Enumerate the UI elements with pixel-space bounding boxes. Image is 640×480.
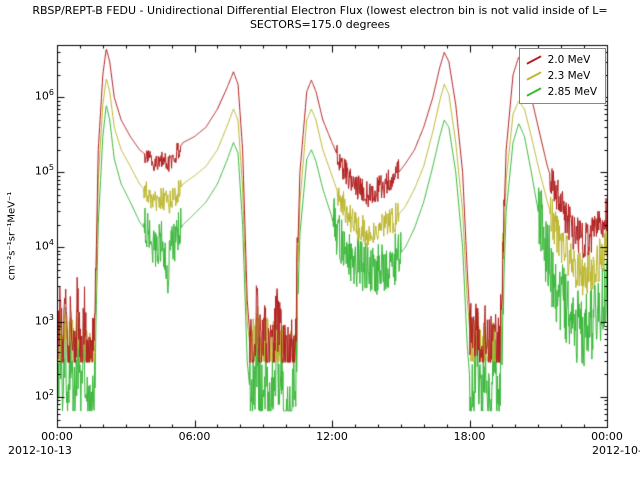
legend-line-sample-yellow — [526, 71, 542, 81]
legend-item: 2.0 MeV — [526, 52, 597, 68]
legend-item: 2.3 MeV — [526, 68, 597, 84]
legend-item: 2.85 MeV — [526, 84, 597, 100]
legend-line-sample-green — [526, 87, 542, 97]
chart-subtitle: SECTORS=175.0 degrees — [249, 18, 391, 31]
legend-label: 2.3 MeV — [547, 70, 591, 82]
end-date-label: 2012-10-14 — [592, 444, 640, 457]
legend-label: 2.85 MeV — [547, 86, 597, 98]
chart-title: RBSP/REPT-B FEDU - Unidirectional Differ… — [32, 4, 608, 17]
legend-label: 2.0 MeV — [547, 54, 591, 66]
y-axis-label: cm⁻²s⁻¹sr⁻¹MeV⁻¹ — [6, 191, 18, 281]
start-date-label: 2012-10-13 — [8, 444, 72, 457]
legend: 2.0 MeV 2.3 MeV 2.85 MeV — [518, 48, 606, 104]
legend-line-sample-red — [526, 55, 542, 65]
